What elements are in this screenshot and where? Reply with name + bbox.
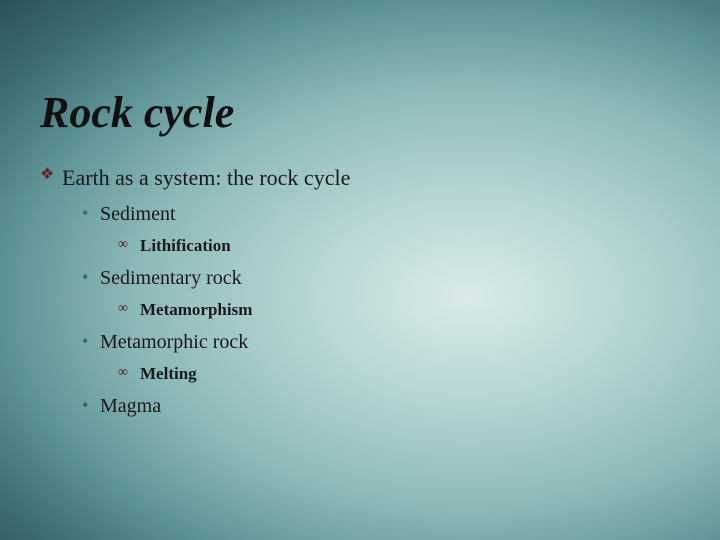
slide-title: Rock cycle	[40, 90, 680, 136]
slide: Rock cycle Earth as a system: the rock c…	[0, 0, 720, 540]
bullet-level2: Metamorphic rock	[40, 330, 680, 355]
bullet-level3: Melting	[40, 363, 680, 384]
bullet-level1: Earth as a system: the rock cycle	[40, 164, 680, 192]
bullet-level2: Sediment	[40, 202, 680, 227]
bullet-level3: Lithification	[40, 235, 680, 256]
bullet-level3: Metamorphism	[40, 299, 680, 320]
bullet-level2: Sedimentary rock	[40, 266, 680, 291]
bullet-level2: Magma	[40, 394, 680, 419]
